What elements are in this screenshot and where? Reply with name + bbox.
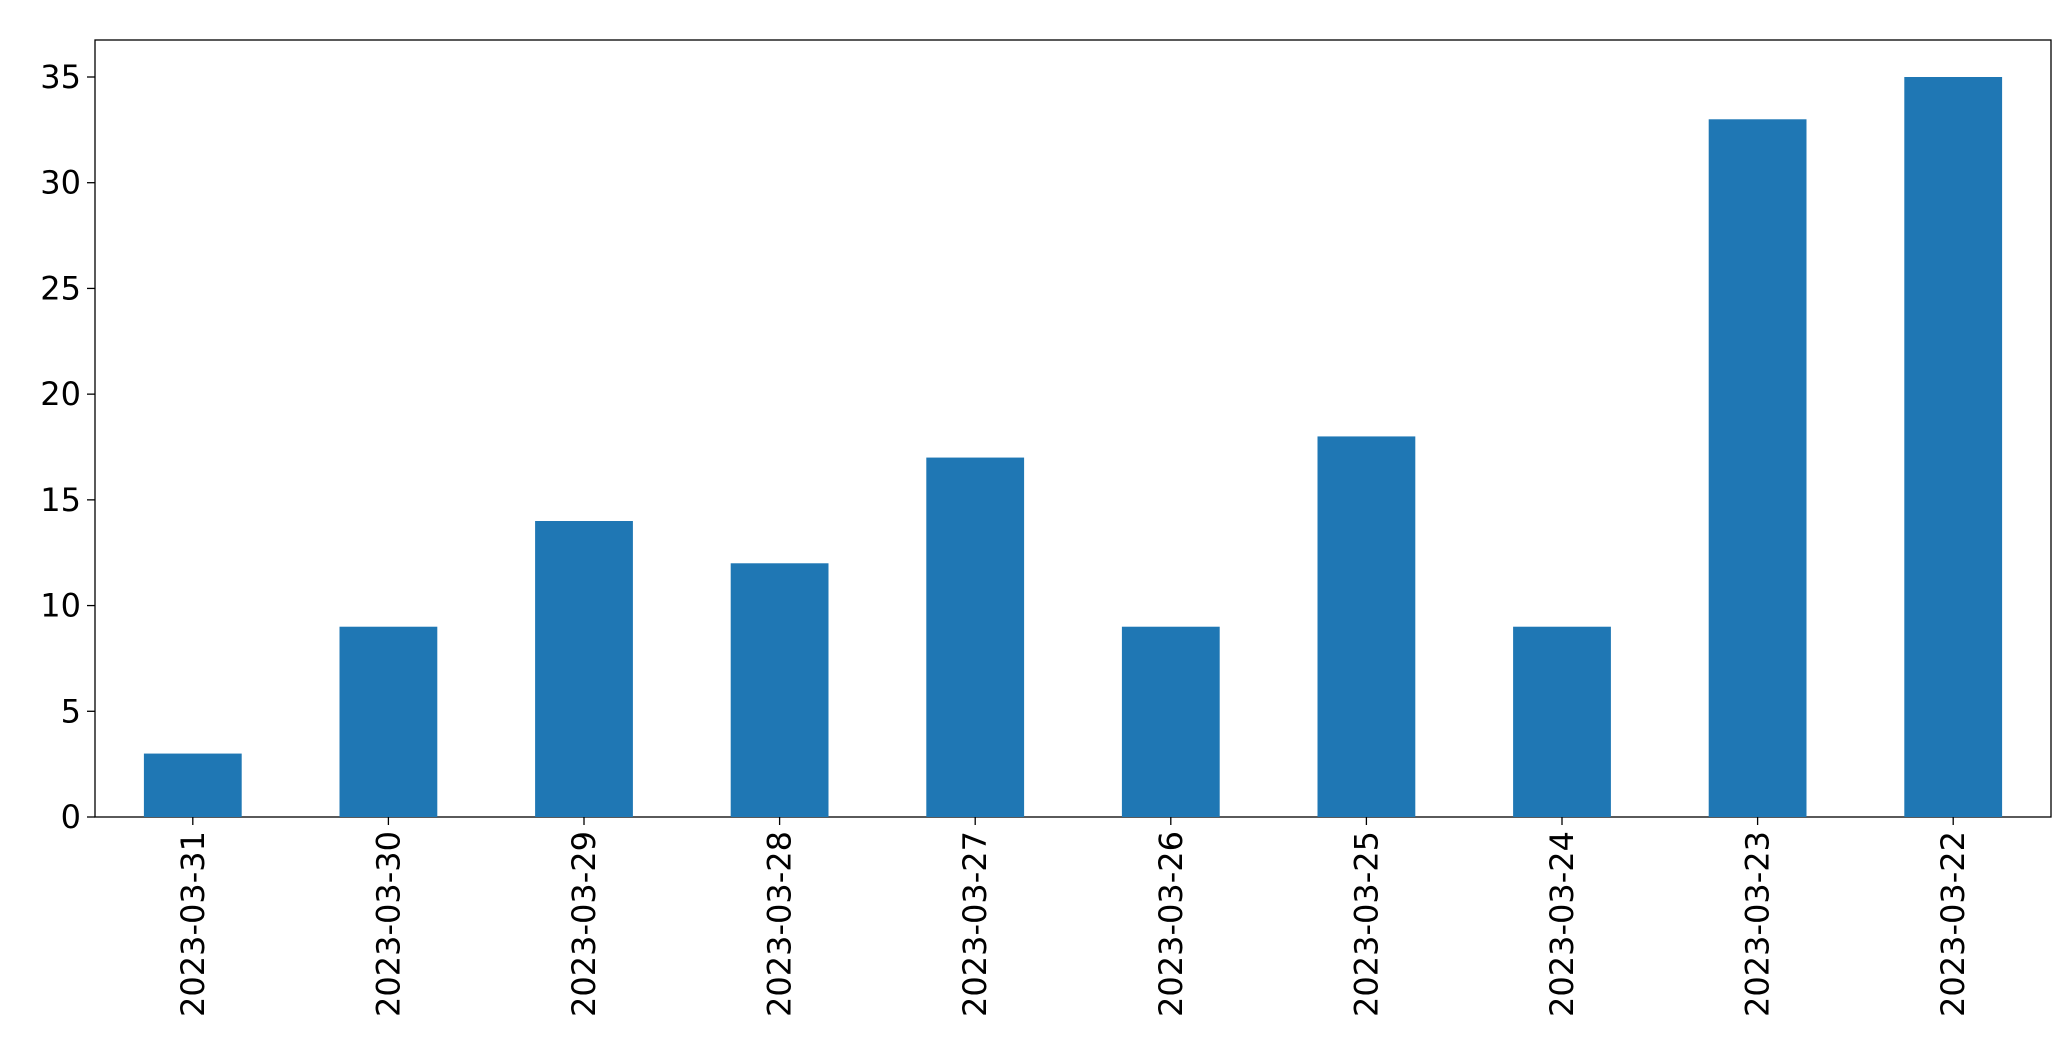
bar — [1708, 119, 1807, 818]
x-tick-label: 2023-03-26 — [1152, 831, 1190, 1017]
bar — [1317, 436, 1416, 817]
y-tick-label: 35 — [40, 58, 81, 96]
bar — [1121, 626, 1220, 817]
y-tick-label: 30 — [40, 164, 81, 202]
x-tick-label: 2023-03-25 — [1347, 831, 1385, 1017]
bar — [143, 753, 242, 817]
y-tick-label: 10 — [40, 587, 81, 625]
bar — [730, 563, 829, 817]
x-tick-label: 2023-03-22 — [1934, 831, 1972, 1017]
y-tick-label: 5 — [61, 692, 81, 730]
x-tick-label: 2023-03-24 — [1543, 831, 1581, 1017]
x-tick-label: 2023-03-27 — [956, 831, 994, 1017]
x-tick-label: 2023-03-28 — [761, 831, 799, 1017]
x-tick-label: 2023-03-23 — [1739, 831, 1777, 1017]
plot-frame — [94, 39, 2052, 818]
x-tick-label: 2023-03-31 — [174, 831, 212, 1017]
bar — [1904, 77, 2003, 817]
y-tick-label: 25 — [40, 269, 81, 307]
bar — [1513, 626, 1611, 817]
x-tick-label: 2023-03-30 — [369, 831, 407, 1017]
y-tick-label: 20 — [40, 375, 81, 413]
bar — [535, 521, 633, 817]
y-tick-label: 0 — [61, 798, 81, 836]
x-tick-label: 2023-03-29 — [565, 831, 603, 1017]
bar — [926, 457, 1025, 817]
y-tick-label: 15 — [40, 481, 81, 519]
bar — [339, 626, 438, 817]
